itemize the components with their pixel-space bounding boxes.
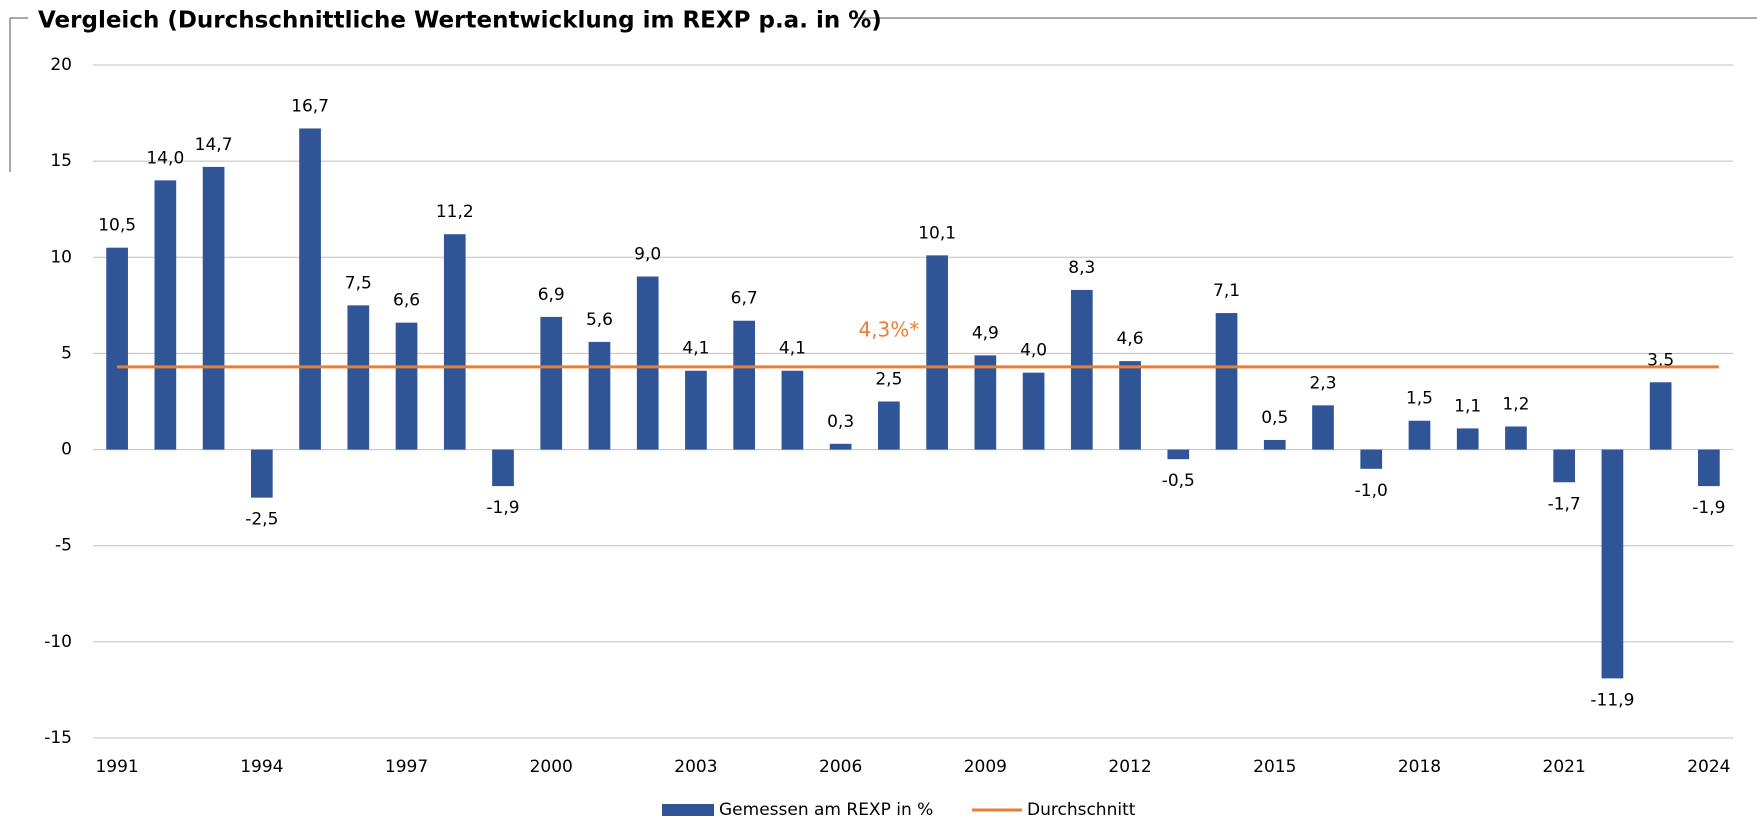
- data-label: -0,5: [1162, 471, 1195, 491]
- data-label: -1,9: [486, 498, 519, 518]
- y-tick-label: -5: [55, 536, 72, 556]
- data-label: -1,7: [1548, 494, 1581, 514]
- data-label: 7,1: [1213, 281, 1240, 301]
- data-label: 4,6: [1117, 329, 1144, 349]
- bar: [1167, 449, 1190, 460]
- data-label: 14,7: [195, 135, 233, 155]
- bar: [733, 320, 756, 450]
- x-tick-label: 1997: [385, 757, 428, 777]
- data-label: 0,3: [827, 412, 854, 432]
- y-tick-label: 5: [61, 343, 72, 363]
- x-tick-label: 2009: [964, 757, 1007, 777]
- bar: [347, 305, 370, 450]
- x-tick-label: 2003: [674, 757, 717, 777]
- data-label: 4,1: [682, 339, 709, 359]
- x-tick-label: 1991: [95, 757, 138, 777]
- data-label: 7,5: [345, 273, 372, 293]
- data-label: -2,5: [245, 510, 278, 530]
- bar: [878, 401, 900, 450]
- data-label: 4,9: [972, 323, 999, 343]
- x-tick-label: 2015: [1253, 757, 1296, 777]
- data-label: 4,1: [779, 339, 806, 359]
- bar: [1022, 372, 1045, 450]
- legend-label: Gemessen am REXP in %: [719, 800, 933, 820]
- y-tick-label: 20: [50, 55, 72, 75]
- y-tick-label: -15: [44, 728, 72, 748]
- y-tick-label: 0: [61, 440, 72, 460]
- data-label: 6,9: [538, 285, 565, 305]
- bar: [154, 180, 177, 450]
- bar: [540, 316, 563, 450]
- bar: [829, 443, 852, 450]
- bar: [685, 370, 707, 450]
- bar: [1215, 313, 1238, 450]
- legend-label: Durchschnitt: [1027, 800, 1136, 820]
- bar: [926, 255, 948, 450]
- bar: [1312, 405, 1334, 450]
- data-label: 10,1: [918, 223, 956, 243]
- bar: [1601, 449, 1624, 679]
- y-tick-label: -10: [44, 632, 72, 652]
- bar: [1505, 426, 1527, 450]
- bar: [781, 370, 804, 450]
- data-label: 5,6: [586, 310, 613, 330]
- bar: [1070, 289, 1093, 450]
- bar: [492, 449, 514, 487]
- data-label: 11,2: [436, 202, 474, 222]
- data-label: -1,9: [1692, 498, 1725, 518]
- bar: [106, 247, 128, 450]
- data-label: 6,6: [393, 291, 420, 311]
- data-label: 1,1: [1454, 396, 1481, 416]
- bar: [250, 449, 273, 498]
- bar: [1263, 439, 1286, 450]
- bar: [1408, 420, 1431, 450]
- bar: [443, 234, 466, 450]
- bar: [1456, 428, 1479, 450]
- x-tick-label: 2000: [530, 757, 573, 777]
- x-tick-label: 2012: [1108, 757, 1151, 777]
- bar: [1119, 361, 1141, 450]
- data-label: 9,0: [634, 245, 661, 265]
- x-tick-label: 2021: [1543, 757, 1586, 777]
- data-label: 3,5: [1647, 350, 1674, 370]
- data-label: 16,7: [291, 96, 329, 116]
- bar: [636, 276, 659, 450]
- data-label: 10,5: [98, 216, 136, 236]
- data-label: 0,5: [1261, 408, 1288, 428]
- y-tick-label: 15: [50, 151, 72, 171]
- bar: [1698, 449, 1720, 487]
- x-tick-label: 1994: [240, 757, 283, 777]
- bar: [1360, 449, 1383, 469]
- data-label: 1,5: [1406, 389, 1433, 409]
- bar: [1553, 449, 1576, 483]
- bar: [588, 341, 611, 450]
- data-label: 14,0: [146, 148, 184, 168]
- data-label: -1,0: [1355, 481, 1388, 501]
- x-tick-label: 2018: [1398, 757, 1441, 777]
- bar: [1649, 382, 1672, 450]
- bar: [299, 128, 321, 450]
- data-label: 6,7: [731, 289, 758, 309]
- data-label: -11,9: [1590, 690, 1634, 710]
- y-tick-label: 10: [50, 247, 72, 267]
- bar: [974, 355, 997, 450]
- x-tick-label: 2024: [1687, 757, 1730, 777]
- data-label: 1,2: [1502, 394, 1529, 414]
- data-label: 2,5: [875, 370, 902, 390]
- bar: [202, 166, 225, 450]
- chart-title: Vergleich (Durchschnittliche Wertentwick…: [38, 8, 882, 34]
- data-label: 8,3: [1068, 258, 1095, 278]
- average-label: 4,3%*: [858, 318, 919, 342]
- x-tick-label: 2006: [819, 757, 862, 777]
- data-label: 4,0: [1020, 341, 1047, 361]
- bar: [395, 322, 418, 450]
- data-label: 2,3: [1309, 373, 1336, 393]
- legend-swatch: [662, 804, 714, 816]
